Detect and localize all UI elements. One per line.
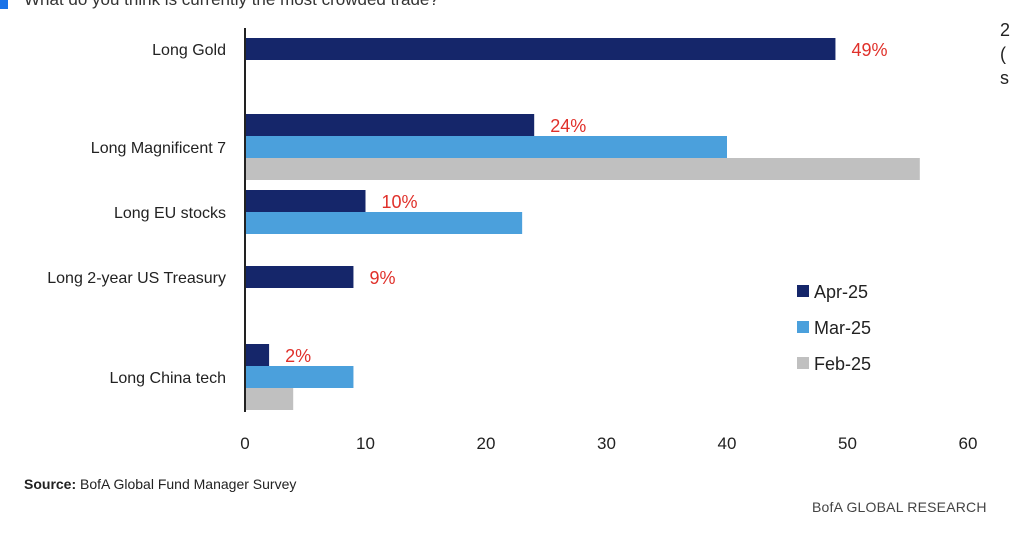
bar-feb-25-long-magnificent-7 xyxy=(245,158,920,180)
legend-swatch-feb-25 xyxy=(797,357,809,369)
source-label: Source: xyxy=(24,476,77,492)
data-label-long-eu-stocks: 10% xyxy=(382,192,418,212)
legend-swatch-apr-25 xyxy=(797,285,809,297)
source-note: Source: BofA Global Fund Manager Survey xyxy=(24,476,296,492)
category-label-long-gold: Long Gold xyxy=(152,42,226,59)
category-label-long-magnificent-7: Long Magnificent 7 xyxy=(91,140,226,157)
data-label-long-china-tech: 2% xyxy=(285,346,311,366)
x-tick-label: 40 xyxy=(718,434,737,453)
bar-mar-25-long-eu-stocks xyxy=(245,212,523,234)
legend-swatch-mar-25 xyxy=(797,321,809,333)
bar-apr-25-long-magnificent-7 xyxy=(245,114,535,136)
side-note-fragment: 2 ( s xyxy=(1000,20,1011,88)
x-tick-label: 60 xyxy=(959,434,978,453)
bar-feb-25-long-china-tech xyxy=(245,388,294,410)
bar-mar-25-long-china-tech xyxy=(245,366,354,388)
data-label-long-magnificent-7: 24% xyxy=(550,116,586,136)
category-label-long-2-year-us-treasury: Long 2-year US Treasury xyxy=(47,270,226,287)
legend-label-mar-25: Mar-25 xyxy=(814,318,871,338)
x-tick-label: 50 xyxy=(838,434,857,453)
bar-apr-25-long-gold xyxy=(245,38,836,60)
bar-mar-25-long-magnificent-7 xyxy=(245,136,727,158)
legend-label-feb-25: Feb-25 xyxy=(814,354,871,374)
bar-apr-25-long-china-tech xyxy=(245,344,270,366)
x-tick-label: 10 xyxy=(356,434,375,453)
source-text: BofA Global Fund Manager Survey xyxy=(80,476,297,492)
footer-brand: BofA GLOBAL RESEARCH xyxy=(812,499,987,515)
data-label-long-2-year-us-treasury: 9% xyxy=(369,268,395,288)
x-tick-label: 30 xyxy=(597,434,616,453)
category-label-long-china-tech: Long China tech xyxy=(109,370,226,387)
survey-question: What do you think is currently the most … xyxy=(24,0,439,10)
x-tick-label: 0 xyxy=(240,434,249,453)
section-accent-marker xyxy=(0,0,8,9)
category-label-long-eu-stocks: Long EU stocks xyxy=(114,205,226,222)
data-label-long-gold: 49% xyxy=(851,40,887,60)
x-tick-label: 20 xyxy=(477,434,496,453)
legend-label-apr-25: Apr-25 xyxy=(814,282,868,302)
bar-apr-25-long-2-year-us-treasury xyxy=(245,266,354,288)
bar-apr-25-long-eu-stocks xyxy=(245,190,366,212)
